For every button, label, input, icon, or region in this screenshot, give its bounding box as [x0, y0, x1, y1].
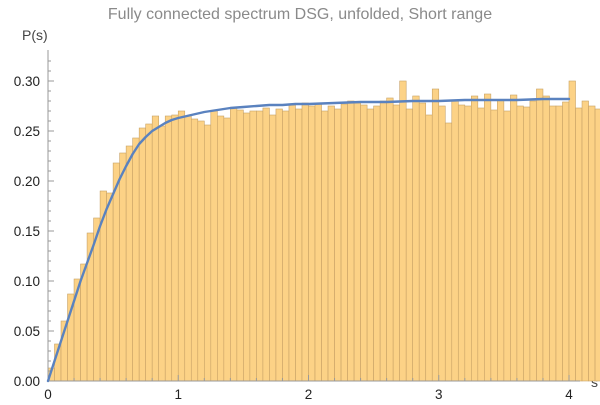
- histogram-bar: [151, 115, 160, 382]
- histogram-bar: [568, 80, 576, 382]
- histogram-bar: [164, 115, 173, 382]
- histogram-bar: [516, 105, 524, 382]
- chart-title: Fully connected spectrum DSG, unfolded, …: [108, 6, 492, 23]
- histogram-bar: [477, 107, 485, 382]
- histogram-bar: [529, 100, 537, 382]
- histogram-bar: [269, 114, 277, 382]
- histogram-bar: [256, 110, 264, 382]
- histogram-bar: [510, 94, 518, 382]
- histogram-bar: [484, 93, 492, 382]
- histogram-bar: [327, 105, 335, 382]
- histogram-bar: [197, 120, 205, 382]
- histogram-bar: [497, 99, 505, 382]
- x-tick-label: 4: [565, 387, 573, 402]
- histogram-bar: [210, 110, 218, 382]
- histogram-bar: [334, 108, 342, 382]
- histogram-bar: [223, 117, 231, 382]
- histogram-bar: [451, 100, 459, 382]
- histogram-bar: [275, 108, 283, 382]
- histogram-bar: [236, 109, 244, 382]
- y-tick-label: 0.10: [14, 274, 40, 289]
- histogram-bar: [366, 108, 374, 382]
- histogram-bar: [399, 80, 407, 382]
- histogram-bar: [171, 114, 179, 382]
- histogram-bar: [262, 107, 270, 382]
- x-tick-label: 0: [44, 387, 52, 402]
- histogram-bar: [321, 110, 329, 382]
- histogram-bar: [190, 118, 199, 382]
- histogram-bar: [523, 106, 531, 382]
- histogram-bar: [204, 124, 212, 382]
- y-tick-label: 0.20: [14, 174, 40, 189]
- histogram-bar: [308, 105, 316, 382]
- histogram-bar: [542, 95, 550, 382]
- histogram-bar: [288, 104, 296, 382]
- histogram-bar: [217, 115, 225, 382]
- histogram-bar: [425, 114, 433, 382]
- histogram-bar: [314, 102, 322, 382]
- histogram-bar: [106, 192, 114, 382]
- y-tick-label: 0.25: [14, 124, 40, 139]
- histogram-bar: [536, 88, 544, 382]
- x-tick-label: 1: [174, 387, 182, 402]
- histogram-bar: [138, 127, 146, 382]
- histogram-bar: [119, 152, 127, 382]
- histogram-bar: [412, 95, 420, 382]
- fit-curve: [46, 97, 571, 383]
- histogram-bar: [431, 88, 440, 382]
- histogram-bar: [184, 115, 192, 382]
- histogram-bar: [438, 105, 446, 382]
- y-tick-label: 0.15: [14, 224, 40, 239]
- histogram-bar: [490, 109, 498, 382]
- histogram-bar: [575, 107, 583, 382]
- histogram-bar: [386, 97, 394, 382]
- histogram-bar: [549, 105, 557, 382]
- histogram-bar: [230, 107, 238, 382]
- x-axis-label: s: [591, 374, 598, 390]
- histogram-bar: [405, 108, 414, 382]
- histogram-bar: [177, 110, 186, 382]
- y-tick-label: 0.00: [14, 374, 40, 389]
- histogram-bar: [340, 103, 348, 382]
- histogram-bar: [353, 102, 361, 382]
- histogram-bar: [581, 100, 589, 382]
- histogram-bar: [457, 104, 466, 382]
- histogram-bar: [145, 123, 153, 382]
- histogram-bar: [418, 102, 427, 382]
- histogram-bar: [444, 122, 453, 382]
- histogram-bar: [503, 110, 511, 382]
- y-tick-label: 0.05: [14, 324, 40, 339]
- histogram-bar: [562, 101, 570, 382]
- histogram-bar: [249, 110, 257, 382]
- histogram-bar: [379, 100, 387, 382]
- histogram-bar: [112, 162, 120, 382]
- axes: 0 1 2 3 4 0.00 0.05 0.10 0.15 0.20 0.25 0.30: [14, 50, 580, 402]
- histogram-bar: [594, 108, 600, 382]
- histogram-bar: [282, 110, 290, 382]
- histogram-bar: [392, 104, 400, 382]
- histogram-bar: [243, 112, 251, 382]
- histogram-bar: [471, 95, 479, 382]
- histogram-bar: [301, 102, 309, 382]
- histogram-bar: [295, 108, 303, 382]
- histogram-bar: [588, 105, 596, 382]
- histogram-bar: [158, 125, 166, 382]
- histogram-bar: [360, 104, 368, 382]
- histogram-bar: [464, 105, 472, 382]
- histogram-bar: [125, 145, 133, 382]
- histogram-bar: [555, 105, 563, 382]
- x-tick-label: 2: [305, 387, 313, 402]
- histogram-bars: [47, 80, 600, 382]
- histogram-bar: [373, 105, 381, 382]
- y-axis-label: P(s): [22, 27, 48, 43]
- x-tick-label: 3: [435, 387, 443, 402]
- y-tick-label: 0.30: [14, 74, 40, 89]
- histogram-bar: [132, 137, 140, 382]
- histogram-bar: [347, 100, 355, 382]
